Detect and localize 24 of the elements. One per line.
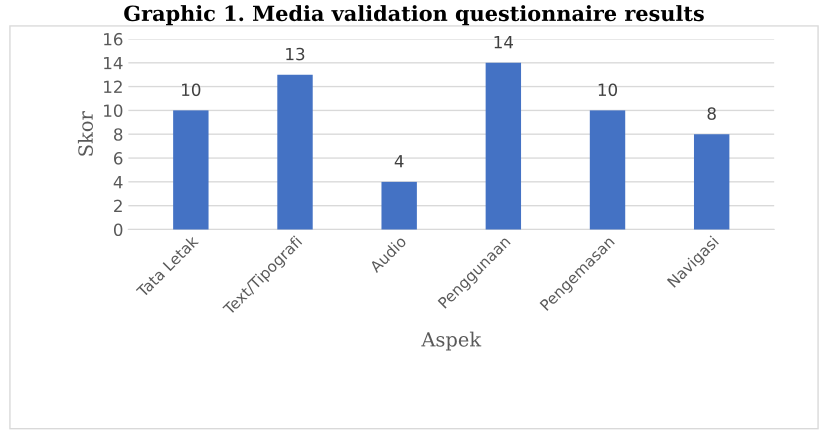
data-label: 10: [182, 83, 200, 96]
bar: [486, 62, 522, 230]
bar: [590, 110, 626, 230]
x-axis-title: Aspek: [421, 332, 482, 350]
data-label: 14: [494, 36, 514, 48]
y-tick-label: 6: [114, 152, 122, 165]
y-tick-label: 12: [104, 80, 122, 93]
y-tick-label: 2: [114, 200, 122, 212]
y-tick-label: 4: [114, 176, 123, 188]
y-tick-label: 14: [104, 56, 123, 70]
data-label: 4: [394, 155, 404, 168]
y-axis-title: Skor: [78, 111, 93, 156]
bar: [173, 110, 209, 230]
y-tick-label: 8: [114, 128, 122, 141]
chart-title: Graphic 1. Media validation questionnaire results: [124, 5, 704, 26]
y-tick-label: 16: [104, 32, 122, 46]
bar: [277, 74, 313, 230]
bar: [381, 182, 417, 230]
bar: [694, 134, 730, 230]
y-tick-label: 10: [104, 104, 122, 117]
data-label: 8: [708, 107, 716, 120]
data-label: 10: [598, 83, 618, 96]
y-tick-label: 0: [114, 223, 122, 236]
data-label: 13: [286, 48, 304, 60]
